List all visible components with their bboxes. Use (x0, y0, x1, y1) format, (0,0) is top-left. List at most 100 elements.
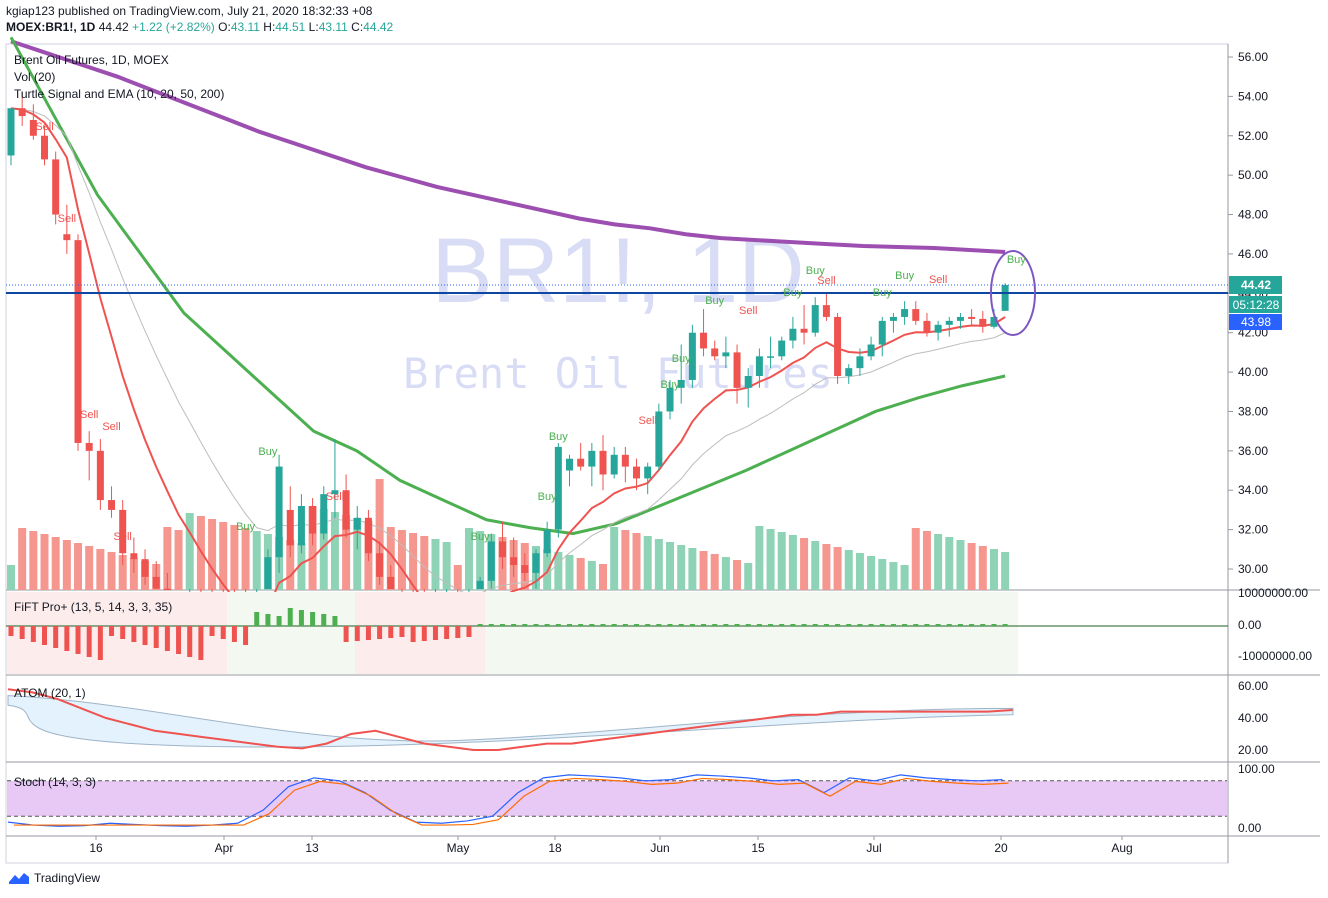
sell-signal: Sell (35, 121, 53, 133)
fift-histogram-bar (678, 624, 684, 626)
buy-signal: Buy (236, 521, 255, 533)
candle-body (543, 529, 551, 554)
fift-histogram-bar (276, 616, 282, 626)
fift-histogram-bar (176, 626, 182, 654)
price-axis[interactable]: 56.0054.0052.0050.0048.0046.0044.0042.00… (1228, 50, 1268, 576)
candle-body (644, 466, 652, 479)
low-value: 43.11 (318, 20, 348, 34)
volume-bars (7, 479, 1010, 590)
volume-bar (989, 549, 998, 590)
candle-body (320, 494, 328, 534)
candle-body (152, 576, 160, 589)
hline-price-tag (1229, 314, 1282, 330)
price-tick-label: 34.00 (1238, 483, 1268, 497)
volume-bar (967, 543, 976, 590)
volume-bar (721, 557, 730, 590)
volume-bar (833, 547, 842, 590)
fift-histogram-bar (578, 624, 584, 626)
candle-body (498, 541, 506, 558)
volume-bar (666, 542, 675, 590)
fift-histogram-bar (544, 624, 550, 626)
countdown-tag-text: 05:12:28 (1233, 298, 1280, 312)
fift-histogram-bar (109, 626, 115, 636)
volume-bar (297, 543, 306, 590)
volume-bar (978, 546, 987, 590)
high-label: H: (263, 20, 276, 34)
volume-bar (889, 562, 898, 590)
sell-signal: Sell (817, 275, 835, 287)
volume-bar (744, 563, 753, 590)
price-tick-label: 40.00 (1238, 365, 1268, 379)
fift-histogram-bar (499, 624, 505, 626)
candle-body (96, 450, 104, 501)
candle-body (41, 135, 49, 160)
time-tick-label: 13 (305, 841, 319, 855)
fift-histogram-bar (1002, 624, 1008, 626)
volume-bar (185, 513, 194, 590)
time-tick-label: Jun (650, 841, 669, 855)
legend-turtle: Turtle Signal and EMA (10, 20, 50, 200) (14, 87, 224, 101)
candle-body (141, 559, 149, 577)
candle-body (923, 320, 931, 333)
candle-body (52, 159, 60, 215)
atom-band (7, 695, 1014, 748)
low-label: L: (308, 20, 319, 34)
fift-histogram-bar (723, 624, 729, 626)
fift-histogram-bar (745, 624, 751, 626)
volume-bar (40, 534, 49, 590)
volume-bar (230, 525, 239, 590)
open-label: O: (218, 20, 231, 34)
buy-signal: Buy (538, 491, 557, 503)
tradingview-logo-icon[interactable] (8, 871, 30, 885)
last-price-tag-text: 44.42 (1241, 278, 1271, 292)
candle-body (822, 305, 830, 317)
time-tick-label: 20 (994, 841, 1008, 855)
fift-histogram-bar (567, 624, 572, 626)
volume-bar (811, 541, 820, 590)
price-tick-label: 48.00 (1238, 208, 1268, 222)
fift-histogram-bar (365, 626, 371, 640)
candle-body (811, 305, 819, 333)
time-axis[interactable]: 16 Apr 13 May 18 Jun 15 Jul 20 Aug (89, 836, 1133, 855)
volume-bar (855, 553, 864, 590)
fift-histogram-bar (220, 626, 226, 639)
fift-histogram-bar (924, 624, 930, 626)
fift-histogram-bar (555, 624, 561, 626)
fift-histogram-bar (734, 624, 740, 626)
buy-signal: Buy (258, 446, 277, 458)
buy-signal: Buy (471, 531, 490, 543)
candle-body (856, 356, 864, 369)
brand-name[interactable]: TradingView (34, 871, 101, 885)
stoch-pane: Stoch (14, 3, 3) 100.00 0.00 (7, 762, 1275, 835)
volume-bar (397, 530, 406, 590)
candle-body (778, 340, 786, 357)
candle-body (979, 318, 987, 327)
fift-histogram-bar (868, 624, 874, 626)
fift-histogram-bar (790, 624, 796, 626)
atom-title: ATOM (20, 1) (14, 686, 86, 700)
fift-axis-label: 0.00 (1238, 618, 1262, 632)
atom-signal-line (7, 688, 1013, 751)
volume-bar (409, 533, 418, 590)
volume-bar (219, 522, 228, 590)
candle-body (666, 387, 674, 412)
symbol[interactable]: MOEX:BR1!, 1D (6, 20, 96, 34)
time-tick-label: 16 (89, 841, 103, 855)
fift-histogram-bar (600, 624, 606, 626)
atom-axis-label: 20.00 (1238, 743, 1268, 757)
fift-histogram-bar (142, 626, 148, 645)
fift-histogram-bar (712, 624, 718, 626)
volume-bar (375, 479, 384, 590)
candle-body (599, 450, 607, 475)
fift-histogram-bar (957, 624, 963, 626)
candle-body (119, 509, 127, 554)
candle-body (945, 320, 953, 325)
candle-body (867, 344, 875, 357)
fift-title: FiFT Pro+ (13, 5, 14, 3, 3, 35) (14, 600, 172, 614)
candle-body (29, 120, 37, 136)
candle-body (309, 505, 317, 534)
candle-body (510, 557, 518, 566)
candle-body (621, 454, 629, 467)
volume-bar (7, 565, 15, 590)
